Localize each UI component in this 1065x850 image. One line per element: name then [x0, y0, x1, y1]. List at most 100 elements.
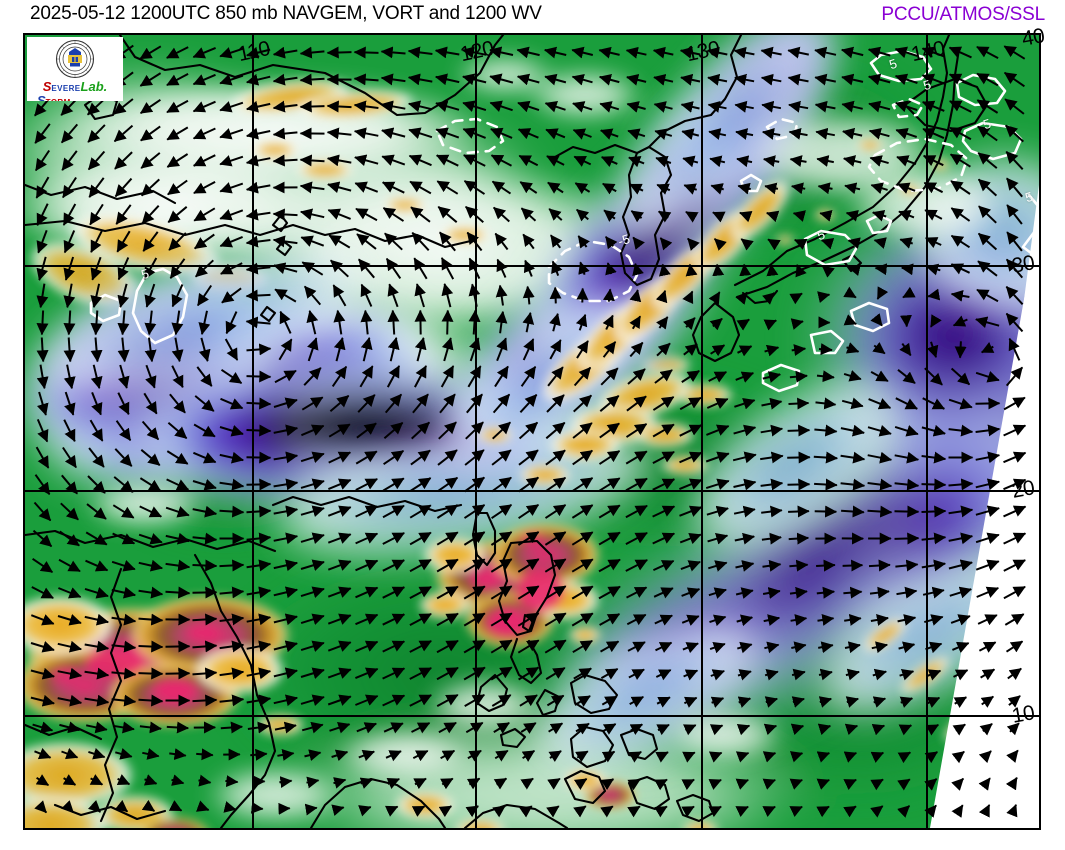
wind-arrow: [954, 341, 967, 359]
wind-arrow: [571, 46, 594, 59]
wind-arrow: [518, 503, 540, 520]
wind-arrow: [658, 210, 672, 223]
wind-arrow: [708, 371, 728, 383]
wind-arrow: [869, 586, 890, 599]
wind-arrow: [706, 505, 729, 518]
map-canvas[interactable]: 5 -5 5 5 5 5 5 110 120 130 140: [23, 33, 1041, 830]
wind-arrow: [546, 155, 565, 167]
wind-arrow: [463, 666, 486, 681]
wind-arrow: [949, 586, 972, 599]
wind-arrow: [166, 450, 189, 465]
wind-arrow: [763, 723, 778, 736]
wind-arrow: [300, 586, 325, 598]
wind-arrow: [496, 258, 508, 278]
wind-arrow: [572, 639, 593, 654]
logo-storm: TORM: [46, 98, 71, 101]
wind-arrow: [1005, 640, 1024, 653]
wind-arrow: [950, 207, 971, 222]
wind-arrow: [192, 559, 218, 572]
wind-arrow: [549, 234, 563, 249]
wind-arrow: [30, 694, 55, 707]
wind-arrow: [438, 721, 457, 734]
wind-arrow: [921, 451, 947, 464]
wind-arrow: [921, 505, 947, 518]
wind-arrow: [84, 587, 109, 599]
wind-arrow: [387, 337, 400, 362]
wind-arrow: [466, 231, 483, 252]
wind-arrow: [735, 751, 750, 763]
wind-arrow: [867, 505, 893, 518]
wind-arrow: [138, 559, 163, 572]
wind-arrow: [626, 73, 647, 86]
wind-arrow: [626, 395, 647, 412]
wind-arrow: [682, 290, 694, 305]
wind-arrow: [627, 128, 646, 140]
wind-arrow: [193, 451, 217, 464]
wind-arrow: [872, 668, 887, 681]
wind-arrow: [165, 559, 191, 572]
wind-arrow: [705, 451, 730, 463]
wind-arrow: [36, 337, 49, 363]
wind-arrow: [522, 233, 535, 250]
wind-arrow: [220, 397, 244, 410]
wind-arrow: [359, 777, 374, 789]
wind-arrow: [381, 181, 405, 194]
wind-arrow: [576, 208, 590, 222]
wind-arrow: [600, 805, 614, 818]
wind-arrow: [63, 337, 76, 363]
wind-arrow: [870, 805, 884, 818]
wind-arrow: [705, 478, 730, 491]
wind-arrow: [867, 478, 893, 491]
wind-arrow: [517, 558, 540, 573]
wind-arrow: [817, 723, 832, 736]
wind-arrow: [953, 669, 969, 681]
wind-arrow: [194, 395, 215, 412]
wind-arrow: [144, 337, 157, 363]
wind-arrow: [625, 450, 648, 465]
wind-arrow: [872, 696, 887, 708]
wind-arrow: [412, 393, 429, 414]
wind-arrow: [898, 210, 915, 222]
wind-arrow: [844, 613, 862, 626]
wind-arrow: [656, 342, 671, 357]
wind-arrow: [544, 558, 567, 573]
wind-arrow: [732, 451, 757, 464]
wind-arrow: [491, 449, 512, 466]
wind-arrow: [764, 668, 779, 681]
wind-arrow: [300, 451, 325, 463]
wind-arrow: [219, 505, 245, 518]
wind-arrow: [977, 152, 998, 169]
wind-arrow: [599, 395, 620, 412]
wind-arrow: [439, 231, 456, 252]
wind-arrow: [303, 367, 322, 386]
wind-arrow: [921, 532, 947, 545]
wind-arrow: [602, 288, 615, 302]
wind-arrow: [273, 397, 298, 410]
wind-arrow: [762, 805, 776, 818]
wind-arrow: [602, 182, 617, 195]
wind-arrow: [819, 210, 833, 222]
wind-arrow: [138, 613, 164, 626]
wind-arrow: [625, 559, 648, 572]
wind-arrow: [219, 235, 243, 248]
wind-arrow: [574, 695, 591, 707]
wind-arrow: [760, 73, 782, 86]
wind-arrow: [490, 154, 512, 167]
wind-arrow: [683, 669, 699, 681]
wind-arrow: [165, 532, 190, 545]
lon-label-120: 120: [458, 36, 496, 67]
wind-arrow: [463, 504, 486, 519]
wind-arrow: [603, 209, 617, 222]
wind-arrow: [739, 211, 753, 223]
wind-arrow: [654, 805, 668, 818]
wind-arrow: [652, 396, 675, 411]
wind-arrow: [273, 640, 298, 653]
wind-arrow: [653, 587, 674, 599]
wind-arrow: [436, 585, 459, 600]
wind-arrow: [279, 776, 293, 789]
wind-arrow: [384, 393, 403, 414]
wind-arrow: [976, 586, 1000, 598]
wind-arrow: [737, 696, 752, 708]
wind-arrow: [601, 750, 616, 763]
wind-arrow: [894, 478, 920, 491]
